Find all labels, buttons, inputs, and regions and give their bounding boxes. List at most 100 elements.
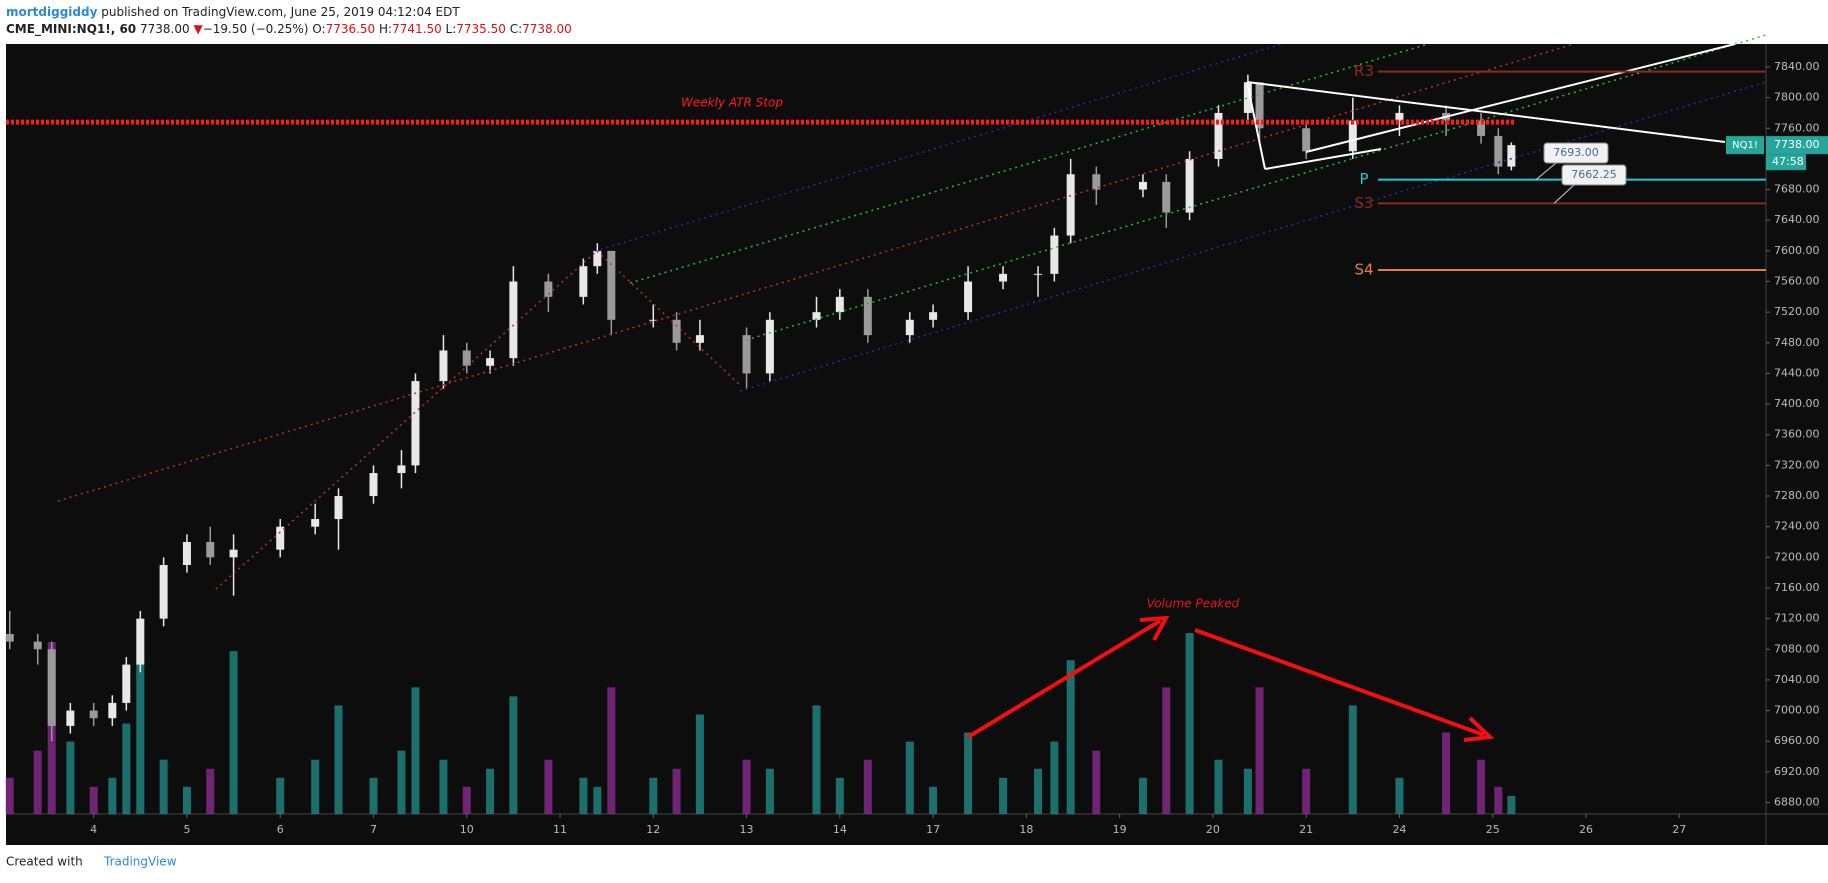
chart-panel: [6, 44, 1828, 845]
volume-bar: [122, 723, 131, 814]
x-tick-label: 24: [1392, 823, 1406, 836]
y-tick-label: 7080.00: [1774, 642, 1820, 655]
change: −19.50 (−0.25%): [203, 22, 309, 36]
y-tick-label: 7000.00: [1774, 704, 1820, 717]
volume-bar: [1494, 786, 1503, 814]
volume-bar: [462, 786, 471, 814]
footer-brand[interactable]: TradingView: [103, 855, 177, 869]
y-tick-label: 7560.00: [1774, 275, 1820, 288]
candle-body: [1034, 273, 1043, 275]
channel-line: [739, 81, 1767, 392]
volume-bar: [905, 741, 914, 814]
candle-body: [1477, 120, 1486, 136]
volume-bar: [206, 768, 215, 814]
volume-bar: [999, 777, 1008, 814]
candle-body: [1243, 82, 1252, 113]
candle-body: [486, 358, 495, 366]
volume-bar: [1477, 759, 1486, 814]
candle-body: [1050, 235, 1059, 274]
volume-bar: [136, 660, 145, 814]
x-tick-label: 7: [370, 823, 377, 836]
author[interactable]: mortdiggiddy: [6, 5, 98, 19]
y-tick-label: 7640.00: [1774, 213, 1820, 226]
x-tick-label: 17: [926, 823, 940, 836]
volume-bar: [593, 786, 602, 814]
pivot-label: R3: [1354, 62, 1374, 80]
countdown-tag: [1766, 154, 1806, 171]
x-tick-label: 14: [833, 823, 847, 836]
candle-body: [462, 350, 471, 366]
volume-bar: [1185, 633, 1194, 814]
candle-body: [334, 496, 343, 520]
candle-body: [964, 281, 973, 313]
price-tag: [1766, 136, 1828, 155]
volume-bar: [1348, 705, 1357, 814]
y-tick-label: 6960.00: [1774, 734, 1820, 747]
volume-bar: [411, 687, 420, 814]
candle-body: [607, 250, 616, 320]
volume-bar: [649, 777, 658, 814]
candle-body: [229, 549, 238, 558]
volume-bar: [742, 759, 751, 814]
candle-body: [182, 542, 191, 565]
volume-bar: [579, 777, 588, 814]
volume-bar: [695, 714, 704, 814]
candle-body: [1138, 181, 1147, 190]
volume-bar: [5, 777, 14, 814]
y-tick-label: 6880.00: [1774, 796, 1820, 809]
y-tick-label: 7040.00: [1774, 673, 1820, 686]
candle-body: [544, 281, 553, 297]
symbol-line: CME_MINI:NQ1!, 60 7738.00 ▼−19.50 (−0.25…: [6, 22, 572, 37]
countdown-label: 47:58: [1772, 155, 1804, 168]
y-tick-label: 7440.00: [1774, 366, 1820, 379]
volume-bar: [1243, 768, 1252, 814]
x-tick-label: 6: [277, 823, 284, 836]
candle-body: [695, 335, 704, 343]
candle-body: [136, 618, 145, 665]
volume-bar: [1066, 660, 1075, 814]
volume-bar: [1214, 759, 1223, 814]
volume-bar: [1442, 732, 1451, 814]
y-tick-label: 6920.00: [1774, 765, 1820, 778]
volume-bar: [276, 777, 285, 814]
candle-body: [397, 465, 406, 474]
y-tick-label: 7320.00: [1774, 458, 1820, 471]
l-label: L:: [446, 22, 457, 36]
candle-body: [765, 319, 774, 374]
arrow-head: [1139, 615, 1170, 641]
zigzag: [596, 250, 741, 386]
volume-bar: [1507, 795, 1516, 814]
h: 7741.50: [392, 22, 442, 36]
drawings: [57, 34, 1767, 742]
o: 7736.50: [326, 22, 376, 36]
y-tick-label: 7760.00: [1774, 121, 1820, 134]
x-tick-label: 19: [1113, 823, 1127, 836]
volume-bar: [397, 750, 406, 814]
candle-body: [1185, 158, 1194, 213]
callout-pointer: [1535, 162, 1557, 180]
y-tick-label: 7240.00: [1774, 520, 1820, 533]
candle-body: [1255, 82, 1264, 129]
volume-bar: [812, 705, 821, 814]
volume-bar: [334, 705, 343, 814]
volume-bar: [544, 759, 553, 814]
candle-body: [742, 335, 751, 374]
candle-body: [276, 526, 285, 550]
symbol: CME_MINI:NQ1!, 60: [6, 22, 136, 37]
x-tick-label: 12: [646, 823, 660, 836]
volume-bar: [439, 759, 448, 814]
l: 7735.50: [456, 22, 506, 36]
o-label: O:: [312, 22, 325, 36]
channel-line: [629, 43, 1429, 284]
candle-body: [369, 473, 378, 497]
zigzag: [215, 250, 598, 590]
volume-bar: [1138, 777, 1147, 814]
triangle-line: [1246, 81, 1266, 170]
volume-bar: [1034, 768, 1043, 814]
x-tick-label: 21: [1299, 823, 1313, 836]
candle-body: [672, 319, 681, 343]
candle-body: [1092, 174, 1101, 190]
price-tag-label: 7738.00: [1774, 138, 1820, 151]
x-tick-label: 18: [1019, 823, 1033, 836]
candle-body: [1162, 181, 1171, 213]
